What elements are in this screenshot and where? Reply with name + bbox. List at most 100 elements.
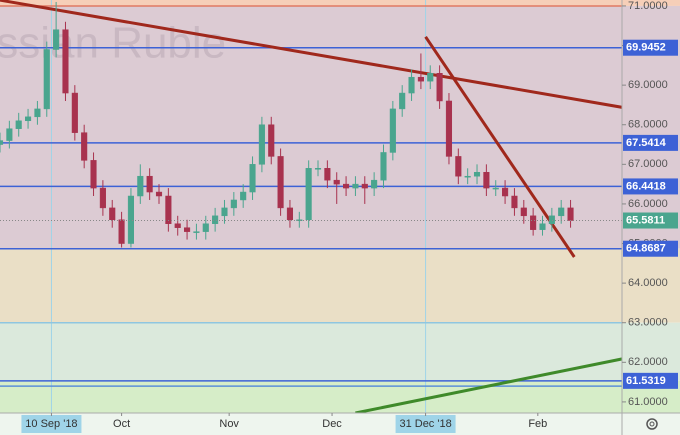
- candle-body: [558, 207, 565, 217]
- x-tick-label: Nov: [219, 418, 239, 430]
- x-tick-highlight: [21, 415, 82, 433]
- candle-body: [268, 124, 275, 157]
- candle-body: [118, 219, 125, 244]
- trend-line: [0, 0, 622, 109]
- candle-body: [81, 132, 88, 161]
- candle-body: [464, 175, 471, 178]
- candle-body: [380, 152, 387, 181]
- candle-body: [296, 219, 303, 222]
- level-label: 64.8687: [626, 243, 666, 255]
- y-tick-label: 63.0000: [628, 317, 668, 329]
- candle-body: [361, 183, 368, 189]
- level-label-box: [623, 178, 678, 195]
- candle-body: [455, 156, 462, 177]
- candle-body: [137, 175, 144, 197]
- candle-body: [371, 179, 378, 189]
- candle-body: [221, 207, 228, 217]
- y-tick-label: 71.0000: [628, 0, 668, 12]
- candle-body: [436, 73, 443, 102]
- y-tick-label: 69.0000: [628, 79, 668, 91]
- candle-body: [258, 124, 265, 165]
- candle-body: [343, 183, 350, 189]
- level-label-box: [623, 134, 678, 151]
- watermark: Russian Ruble: [0, 19, 226, 68]
- zone: [0, 0, 680, 6]
- candle-body: [146, 175, 153, 193]
- candle-body: [25, 116, 32, 122]
- candle-body: [71, 92, 78, 133]
- y-tick-label: 61.0000: [628, 396, 668, 408]
- candle-body: [15, 120, 22, 129]
- candle-body: [202, 223, 209, 232]
- candle-body: [53, 29, 60, 50]
- candle-body: [127, 195, 135, 244]
- candle-body: [90, 160, 97, 189]
- candle-body: [427, 73, 434, 82]
- candle-body: [483, 171, 490, 189]
- settings-icon[interactable]: [646, 418, 658, 430]
- candle-body: [240, 191, 247, 201]
- candle-body: [0, 140, 4, 145]
- zone: [0, 248, 680, 323]
- candle-body: [520, 207, 527, 217]
- y-tick-label: 67.0000: [628, 158, 668, 170]
- candle-body: [277, 156, 284, 209]
- candle-body: [314, 168, 322, 170]
- candle-body: [6, 128, 13, 141]
- candle-body: [34, 108, 41, 118]
- candle-body: [212, 215, 219, 224]
- plot-area: [0, 0, 622, 413]
- last-price-label: 65.5811: [626, 214, 665, 226]
- candle-body: [165, 195, 172, 224]
- y-tick-label: 62.0000: [628, 356, 668, 368]
- x-tick-label: Oct: [113, 418, 130, 430]
- candle-body: [62, 29, 69, 94]
- candle-body: [324, 168, 331, 181]
- level-label-box: [623, 240, 678, 257]
- level-label: 61.5319: [626, 375, 666, 387]
- candle-body: [502, 187, 509, 197]
- candle-body: [43, 49, 50, 110]
- trend-line: [355, 357, 622, 413]
- candle-body: [389, 108, 396, 153]
- x-axis-strip: [0, 413, 680, 435]
- axes: 61.000062.000063.000064.000065.000066.00…: [21, 0, 678, 433]
- candle-body: [99, 187, 106, 209]
- candle-body: [193, 231, 200, 233]
- candle-body: [333, 179, 340, 185]
- x-tick-label: 31 Dec '18: [399, 418, 451, 430]
- y-tick-label: 66.0000: [628, 198, 668, 210]
- level-label: 66.4418: [626, 180, 666, 192]
- y-tick-label: 64.0000: [628, 277, 668, 289]
- candle-body: [155, 191, 163, 197]
- candle-body: [249, 164, 256, 193]
- last-price-box: [623, 212, 678, 229]
- level-label-box: [623, 39, 678, 56]
- candle-body: [548, 215, 555, 224]
- x-tick-highlight: [395, 415, 456, 433]
- candle-body: [399, 92, 406, 110]
- candle-body: [445, 100, 453, 157]
- candle-body: [286, 207, 294, 221]
- candle-body: [492, 187, 499, 190]
- candle-body: [473, 171, 481, 177]
- level-label-box: [623, 372, 678, 389]
- level-label: 67.5414: [626, 137, 667, 149]
- candle-body: [530, 215, 537, 230]
- level-label: 69.9452: [626, 42, 666, 54]
- x-tick-label: 10 Sep '18: [25, 418, 77, 430]
- candle-body: [352, 183, 359, 189]
- zone: [0, 322, 680, 381]
- candle-body: [408, 76, 415, 94]
- candle-body: [305, 168, 312, 221]
- candle-body: [174, 223, 181, 228]
- candle-body: [230, 199, 237, 209]
- x-tick-label: Dec: [322, 418, 342, 430]
- candle-body: [184, 227, 191, 232]
- candle-body: [109, 207, 116, 221]
- y-tick-label: 68.0000: [628, 119, 668, 131]
- candle-body: [417, 76, 424, 82]
- candle-body: [511, 195, 518, 209]
- candle-body: [567, 207, 574, 221]
